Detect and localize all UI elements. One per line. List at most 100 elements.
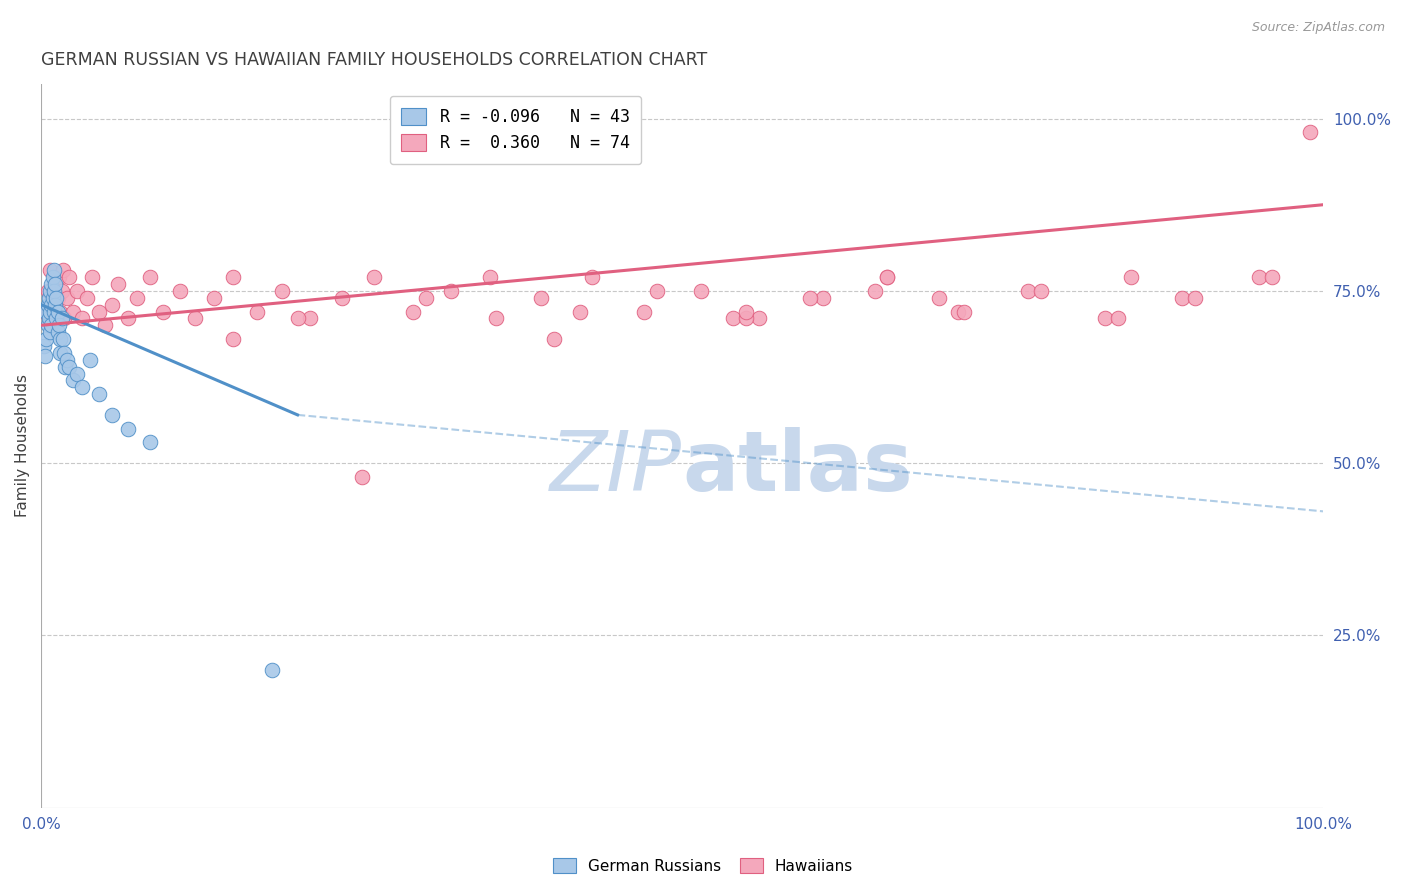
Point xyxy=(222,270,245,285)
Point xyxy=(152,304,174,318)
Point xyxy=(876,270,898,285)
Point xyxy=(415,291,437,305)
Point xyxy=(202,291,225,305)
Point xyxy=(52,332,75,346)
Point xyxy=(1017,284,1039,298)
Point xyxy=(363,270,385,285)
Point xyxy=(45,311,67,326)
Point xyxy=(245,304,267,318)
Legend: German Russians, Hawaiians: German Russians, Hawaiians xyxy=(547,852,859,880)
Point xyxy=(46,325,69,339)
Point xyxy=(35,304,58,318)
Point xyxy=(42,263,65,277)
Point xyxy=(87,387,110,401)
Point xyxy=(41,291,63,305)
Point xyxy=(876,270,898,285)
Point xyxy=(530,291,553,305)
Point xyxy=(55,359,77,374)
Point xyxy=(48,270,70,285)
Point xyxy=(799,291,821,305)
Point xyxy=(51,311,73,326)
Point xyxy=(748,311,770,326)
Point xyxy=(82,270,104,285)
Point xyxy=(79,352,101,367)
Point xyxy=(49,332,72,346)
Point xyxy=(139,435,162,450)
Point xyxy=(127,291,149,305)
Point xyxy=(735,311,758,326)
Point xyxy=(184,311,207,326)
Point xyxy=(38,291,60,305)
Point xyxy=(41,270,63,285)
Point xyxy=(645,284,668,298)
Point xyxy=(37,284,59,298)
Point xyxy=(928,291,950,305)
Point xyxy=(287,311,309,326)
Text: GERMAN RUSSIAN VS HAWAIIAN FAMILY HOUSEHOLDS CORRELATION CHART: GERMAN RUSSIAN VS HAWAIIAN FAMILY HOUSEH… xyxy=(41,51,707,69)
Point xyxy=(41,298,63,312)
Point xyxy=(350,470,373,484)
Point xyxy=(42,304,65,318)
Point xyxy=(139,270,162,285)
Point xyxy=(70,311,93,326)
Point xyxy=(66,284,89,298)
Point xyxy=(1261,270,1284,285)
Point xyxy=(41,318,63,333)
Text: atlas: atlas xyxy=(682,427,912,508)
Point xyxy=(70,380,93,394)
Point xyxy=(38,311,60,326)
Point xyxy=(222,332,245,346)
Point xyxy=(62,304,84,318)
Point xyxy=(953,304,976,318)
Point xyxy=(723,311,745,326)
Point xyxy=(117,311,139,326)
Point xyxy=(94,318,117,333)
Point xyxy=(42,298,65,312)
Point xyxy=(58,270,80,285)
Point xyxy=(543,332,565,346)
Point xyxy=(581,270,603,285)
Point xyxy=(478,270,501,285)
Point xyxy=(39,304,62,318)
Text: ZIP: ZIP xyxy=(550,427,682,508)
Point xyxy=(813,291,835,305)
Point xyxy=(58,359,80,374)
Point xyxy=(44,277,66,291)
Point xyxy=(39,325,62,339)
Point xyxy=(863,284,886,298)
Point xyxy=(39,284,62,298)
Point xyxy=(49,304,72,318)
Point xyxy=(1031,284,1053,298)
Point xyxy=(55,291,77,305)
Point xyxy=(42,284,65,298)
Point xyxy=(633,304,655,318)
Point xyxy=(41,318,63,333)
Point xyxy=(45,311,67,326)
Y-axis label: Family Households: Family Households xyxy=(15,375,30,517)
Point xyxy=(169,284,191,298)
Point xyxy=(39,263,62,277)
Point xyxy=(107,277,129,291)
Point xyxy=(271,284,294,298)
Point xyxy=(260,663,283,677)
Point xyxy=(66,367,89,381)
Point xyxy=(485,311,508,326)
Point xyxy=(299,311,322,326)
Point xyxy=(100,298,122,312)
Point xyxy=(46,291,69,305)
Point xyxy=(402,304,425,318)
Point xyxy=(946,304,969,318)
Point xyxy=(117,422,139,436)
Point xyxy=(1249,270,1271,285)
Point xyxy=(1184,291,1206,305)
Point xyxy=(44,277,66,291)
Point xyxy=(53,311,76,326)
Point xyxy=(49,346,72,360)
Point xyxy=(41,277,63,291)
Text: Source: ZipAtlas.com: Source: ZipAtlas.com xyxy=(1251,21,1385,34)
Point xyxy=(32,339,55,353)
Point xyxy=(1107,311,1129,326)
Point xyxy=(1094,311,1116,326)
Point xyxy=(44,298,66,312)
Point xyxy=(46,304,69,318)
